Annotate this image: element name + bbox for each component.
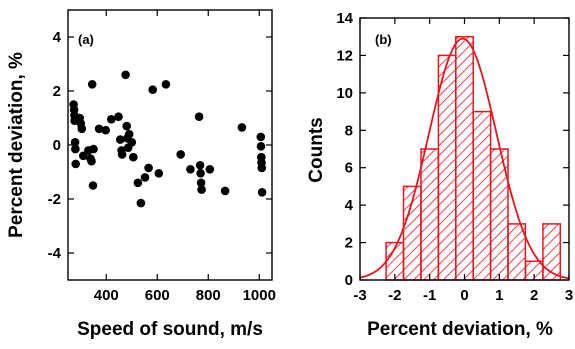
y-tick-label: 0 [53, 137, 61, 154]
data-point [195, 161, 205, 170]
data-point [122, 121, 131, 131]
data-point [87, 80, 97, 89]
x-tick-label: -2 [388, 287, 401, 304]
x-tick-label: 1 [495, 287, 503, 304]
data-point [89, 144, 98, 154]
data-point [196, 169, 205, 178]
y-tick-label: 12 [336, 47, 353, 64]
data-point [140, 173, 150, 182]
data-point [257, 188, 267, 197]
y-tick-label: 6 [345, 160, 353, 177]
data-point [237, 123, 247, 132]
y-tick-label: 14 [336, 10, 353, 27]
data-point [71, 159, 80, 169]
data-point [77, 124, 87, 134]
data-point [144, 163, 153, 173]
x-tick-label: 1000 [243, 287, 276, 304]
panel-b-label: (b) [375, 32, 392, 47]
data-point [154, 169, 164, 178]
panel-b-x-axis-title: Percent deviation, % [367, 319, 553, 340]
data-point [101, 125, 110, 135]
data-point [116, 135, 125, 144]
y-tick-label: -2 [48, 191, 61, 208]
y-tick-label: 2 [345, 235, 353, 252]
y-tick-label: -4 [48, 245, 62, 262]
panel-a-label: (a) [78, 32, 94, 47]
data-point [136, 198, 146, 208]
y-tick-label: 2 [53, 83, 61, 100]
x-tick-label: 0 [460, 287, 468, 304]
normal-fit-curve [359, 37, 570, 280]
x-tick-label: 600 [145, 287, 170, 304]
data-point [88, 181, 98, 190]
data-point [127, 138, 137, 147]
panel-a-y-axis-title: Percent deviation, % [6, 52, 27, 238]
data-point [71, 144, 80, 154]
panel-a-frame [67, 9, 273, 281]
data-point [148, 85, 157, 94]
x-tick-label: -1 [423, 287, 436, 304]
data-point [220, 186, 230, 196]
data-point [205, 165, 215, 174]
panel-a-scatter: (a) 400 600 800 1000 -4 -2 0 2 4 Speed of sound… [6, 9, 276, 340]
data-point [94, 124, 104, 134]
y-tick-label: 4 [53, 29, 62, 46]
data-point [124, 129, 134, 139]
y-tick-label: 4 [345, 197, 354, 214]
data-point [176, 150, 185, 159]
x-tick-label: -3 [353, 287, 366, 304]
data-point [197, 185, 206, 194]
y-tick-label: 0 [345, 272, 353, 289]
histogram-bar [455, 35, 474, 281]
y-tick-label: 8 [345, 122, 353, 139]
data-point [256, 142, 266, 151]
histogram-bar [472, 110, 492, 281]
panel-b-y-axis-title: Counts [306, 117, 327, 182]
data-point [79, 151, 88, 161]
data-point [186, 165, 195, 174]
data-point [161, 80, 171, 89]
y-tick-label: 10 [336, 85, 353, 102]
data-point [256, 132, 266, 142]
histogram-bar [437, 54, 457, 281]
data-point [196, 178, 206, 188]
x-tick-label: 400 [94, 287, 119, 304]
histogram-bar [420, 148, 440, 281]
data-point [133, 178, 143, 188]
data-point [107, 115, 116, 124]
data-point [129, 152, 138, 162]
data-point [194, 112, 204, 121]
data-point [114, 112, 123, 121]
x-tick-label: 800 [196, 287, 221, 304]
x-tick-label: 3 [565, 287, 573, 304]
x-tick-label: 2 [530, 287, 538, 304]
data-point [87, 156, 96, 166]
panel-a-x-axis-title: Speed of sound, m/s [77, 319, 263, 340]
data-point [121, 70, 130, 80]
data-point [117, 150, 127, 159]
data-point [257, 163, 267, 173]
